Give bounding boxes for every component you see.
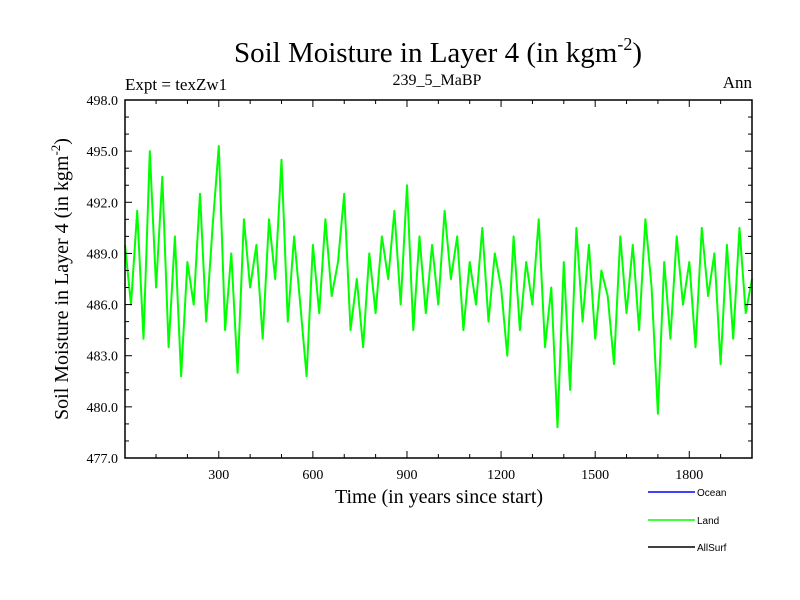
y-tick-label: 498.0 <box>87 94 119 109</box>
y-tick-label: 477.0 <box>87 452 119 467</box>
x-tick-label: 600 <box>302 468 323 483</box>
series-layer <box>124 145 753 429</box>
legend-label-land: Land <box>697 516 719 527</box>
series-line-land <box>124 145 753 429</box>
y-tick-label: 495.0 <box>87 145 119 160</box>
chart-title-close: ) <box>632 37 642 69</box>
y-tick-label: 489.0 <box>87 247 119 262</box>
x-tick-label: 1800 <box>675 468 703 483</box>
legend-label-ocean: Ocean <box>697 488 726 499</box>
y-tick-label: 486.0 <box>87 299 119 314</box>
y-tick-label: 492.0 <box>87 196 119 211</box>
y-tick-label: 480.0 <box>87 401 119 416</box>
y-axis-label: Soil Moisture in Layer 4 (in kgm-2) <box>48 138 73 420</box>
x-tick-label: 900 <box>396 468 417 483</box>
season-label: Ann <box>723 73 753 92</box>
chart-title-superscript: -2 <box>617 34 632 54</box>
y-tick-label: 483.0 <box>87 350 119 365</box>
x-axis-label: Time (in years since start) <box>335 486 543 508</box>
y-axis-label-close: ) <box>51 138 73 145</box>
y-axis-label-superscript: -2 <box>48 145 63 156</box>
legend: Ocean Land AllSurf <box>648 488 727 554</box>
x-tick-label: 1500 <box>581 468 609 483</box>
chart-title: Soil Moisture in Layer 4 (in kgm-2) <box>234 34 642 69</box>
legend-label-allsurf: AllSurf <box>697 543 727 554</box>
experiment-label: Expt = texZw1 <box>125 75 227 94</box>
period-label: 239_5_MaBP <box>393 72 482 89</box>
plot-frame <box>124 99 753 459</box>
x-tick-label: 300 <box>208 468 229 483</box>
x-tick-label: 1200 <box>487 468 515 483</box>
tick-labels-layer: 300 600 900 1200 1500 1800 477.0 480.0 483.0 486.… <box>87 94 704 483</box>
